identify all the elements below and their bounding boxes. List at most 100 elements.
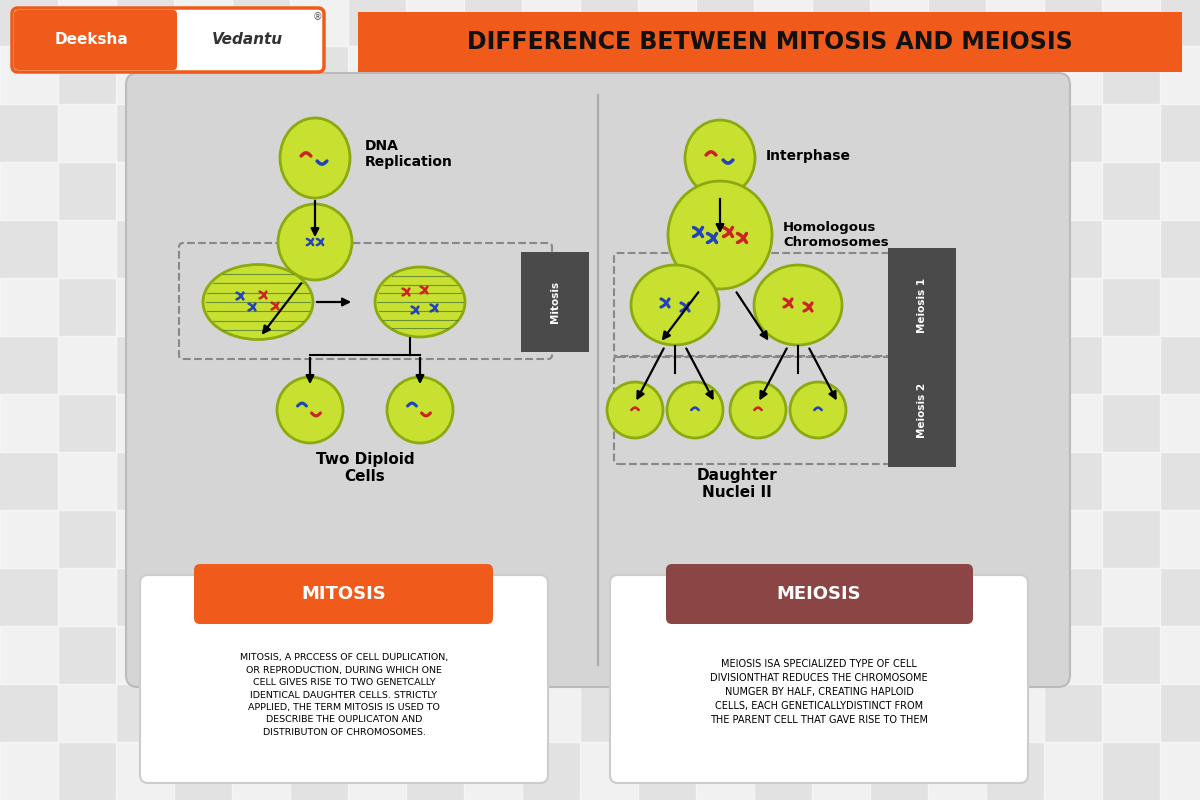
Ellipse shape — [386, 377, 454, 443]
Bar — [580, 626, 638, 684]
Bar — [116, 46, 174, 104]
Bar — [348, 742, 406, 800]
Bar — [1044, 46, 1102, 104]
Bar — [1160, 278, 1200, 336]
Bar — [522, 336, 580, 394]
Bar — [58, 684, 116, 742]
Bar — [638, 336, 696, 394]
Bar — [812, 162, 870, 220]
Bar — [754, 0, 812, 46]
Bar — [348, 278, 406, 336]
Bar — [1160, 742, 1200, 800]
Bar — [754, 336, 812, 394]
Bar — [870, 0, 928, 46]
Bar — [174, 684, 232, 742]
Text: MEIOSIS ISA SPECIALIZED TYPE OF CELL
DIVISIONTHAT REDUCES THE CHROMOSOME
NUMGER : MEIOSIS ISA SPECIALIZED TYPE OF CELL DIV… — [710, 659, 928, 725]
Text: MEIOSIS: MEIOSIS — [776, 585, 862, 603]
Bar — [406, 684, 464, 742]
Bar — [348, 162, 406, 220]
Text: MITOSIS: MITOSIS — [301, 585, 386, 603]
Bar — [522, 0, 580, 46]
Bar — [464, 162, 522, 220]
Text: Two Diploid
Cells: Two Diploid Cells — [316, 452, 414, 484]
Bar — [290, 0, 348, 46]
Bar — [870, 568, 928, 626]
Bar — [116, 278, 174, 336]
Bar — [986, 0, 1044, 46]
Bar — [870, 684, 928, 742]
Bar — [348, 394, 406, 452]
Ellipse shape — [607, 382, 662, 438]
Text: Deeksha: Deeksha — [55, 33, 128, 47]
Bar — [1044, 278, 1102, 336]
Bar — [638, 104, 696, 162]
Bar — [754, 684, 812, 742]
Ellipse shape — [203, 265, 313, 339]
Text: Meiosis 2: Meiosis 2 — [917, 382, 928, 438]
Bar — [812, 278, 870, 336]
Bar — [174, 220, 232, 278]
Bar — [580, 278, 638, 336]
Bar — [290, 336, 348, 394]
Bar — [1102, 220, 1160, 278]
Bar — [1044, 626, 1102, 684]
Bar — [290, 452, 348, 510]
Bar — [1102, 0, 1160, 46]
Bar — [696, 46, 754, 104]
FancyBboxPatch shape — [610, 575, 1028, 783]
Bar — [870, 452, 928, 510]
Text: DIFFERENCE BETWEEN MITOSIS AND MEIOSIS: DIFFERENCE BETWEEN MITOSIS AND MEIOSIS — [467, 30, 1073, 54]
FancyBboxPatch shape — [12, 8, 324, 72]
Bar — [812, 510, 870, 568]
Ellipse shape — [790, 382, 846, 438]
Bar — [0, 394, 58, 452]
Bar — [1160, 394, 1200, 452]
Bar — [928, 278, 986, 336]
Bar — [464, 278, 522, 336]
Bar — [928, 510, 986, 568]
Bar — [638, 684, 696, 742]
Bar — [406, 452, 464, 510]
Ellipse shape — [278, 204, 352, 280]
Bar — [870, 336, 928, 394]
Bar — [348, 510, 406, 568]
Bar — [1160, 626, 1200, 684]
Bar — [464, 46, 522, 104]
Bar — [232, 394, 290, 452]
Bar — [406, 0, 464, 46]
Bar — [638, 220, 696, 278]
Bar — [696, 278, 754, 336]
Bar — [928, 394, 986, 452]
Text: Interphase: Interphase — [766, 149, 851, 163]
Text: ®: ® — [312, 12, 322, 22]
Bar — [1160, 162, 1200, 220]
Ellipse shape — [277, 377, 343, 443]
Bar — [58, 452, 116, 510]
Text: DNA
Replication: DNA Replication — [365, 139, 452, 169]
Bar — [580, 162, 638, 220]
Bar — [232, 626, 290, 684]
FancyBboxPatch shape — [194, 564, 493, 624]
Bar — [290, 220, 348, 278]
Bar — [1044, 742, 1102, 800]
Bar — [1160, 510, 1200, 568]
Bar — [116, 162, 174, 220]
Bar — [464, 510, 522, 568]
Bar — [58, 220, 116, 278]
Bar — [870, 104, 928, 162]
Bar — [174, 568, 232, 626]
Bar — [348, 46, 406, 104]
Bar — [1044, 510, 1102, 568]
Bar — [754, 220, 812, 278]
Bar — [1102, 452, 1160, 510]
Bar — [0, 46, 58, 104]
Bar — [986, 452, 1044, 510]
FancyBboxPatch shape — [14, 10, 178, 70]
Bar — [580, 394, 638, 452]
Ellipse shape — [280, 118, 350, 198]
Bar — [522, 452, 580, 510]
Bar — [928, 742, 986, 800]
Bar — [116, 626, 174, 684]
Bar — [116, 742, 174, 800]
Text: Vedantu: Vedantu — [211, 33, 282, 47]
